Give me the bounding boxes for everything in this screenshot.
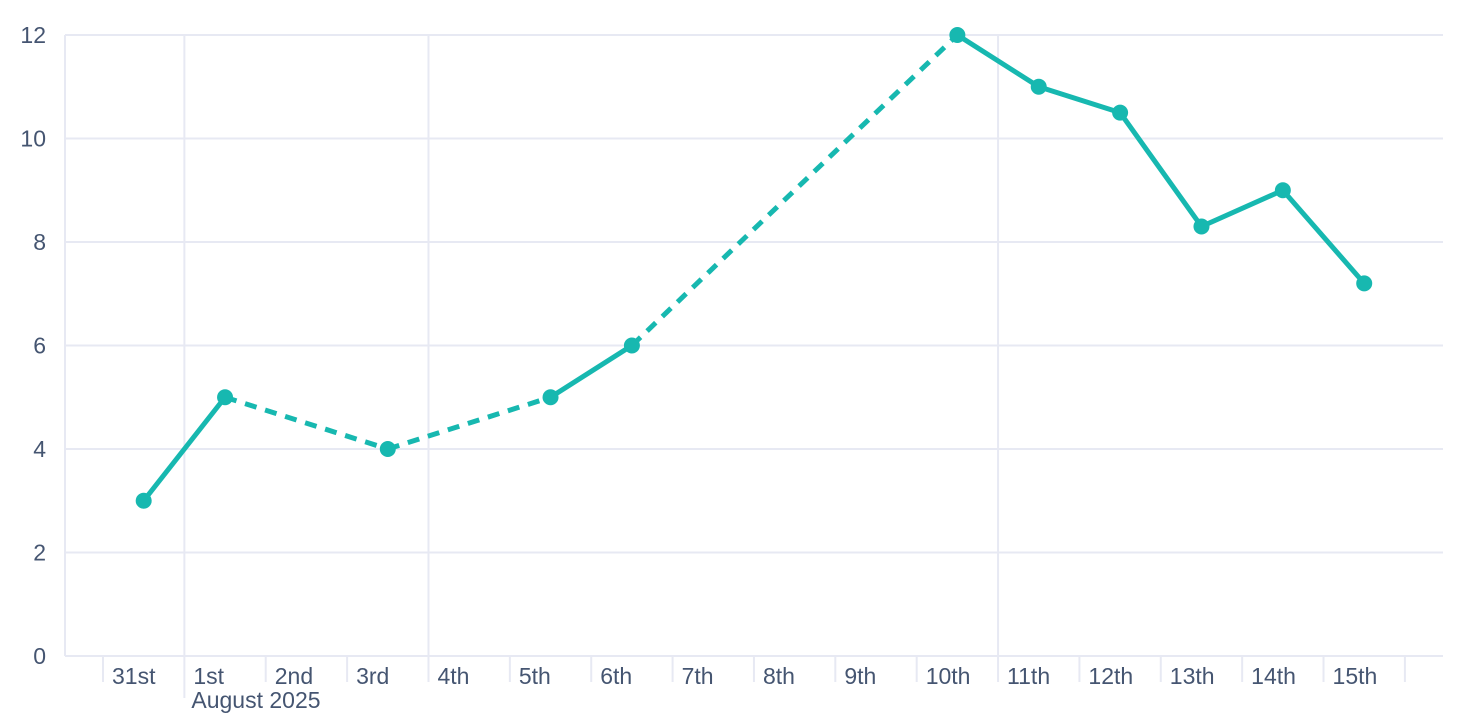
x-axis-tick-label: 12th	[1088, 663, 1133, 689]
data-point-marker[interactable]	[1193, 218, 1210, 235]
y-axis-tick-label: 12	[20, 22, 46, 48]
data-point-marker[interactable]	[1356, 275, 1373, 292]
x-axis-tick-label: 31st	[112, 663, 156, 689]
x-axis-tick-label: 4th	[437, 663, 469, 689]
x-axis-tick-label: 15th	[1333, 663, 1378, 689]
series-segment-dashed	[630, 33, 960, 348]
series-segment-dashed	[224, 394, 389, 452]
data-point-marker[interactable]	[379, 441, 396, 457]
x-axis-tick-label: 6th	[600, 663, 632, 689]
y-axis-tick-label: 2	[33, 540, 46, 566]
series-segment-solid	[548, 343, 635, 400]
data-point-marker[interactable]	[135, 492, 152, 509]
x-axis-month-label: August 2025	[191, 687, 320, 713]
x-axis-tick-label: 3rd	[356, 663, 389, 689]
y-axis-tick-label: 0	[33, 643, 46, 669]
series-segment-dashed	[387, 394, 552, 452]
x-axis-tick-label: 11th	[1007, 663, 1050, 689]
data-point-marker[interactable]	[217, 389, 234, 406]
x-axis-tick-label: 13th	[1170, 663, 1215, 689]
x-axis-tick-label: 8th	[763, 663, 795, 689]
y-axis-tick-label: 10	[20, 126, 46, 152]
x-axis-tick-label: 9th	[844, 663, 876, 689]
x-axis-tick-label: 7th	[682, 663, 714, 689]
data-point-marker[interactable]	[1030, 78, 1047, 95]
data-point-marker[interactable]	[623, 337, 640, 354]
x-axis-tick-label: 1st	[193, 663, 224, 689]
y-axis-tick-label: 8	[33, 229, 46, 255]
series-segment-solid	[1198, 187, 1286, 229]
data-point-marker[interactable]	[1112, 104, 1129, 121]
series-segment-solid	[1280, 187, 1367, 286]
series-segment-solid	[954, 32, 1042, 90]
data-point-marker[interactable]	[949, 27, 966, 43]
x-axis-tick-label: 2nd	[275, 663, 313, 689]
y-axis-tick-label: 6	[33, 333, 46, 359]
series-segment-solid	[141, 394, 228, 504]
x-axis-tick-label: 10th	[926, 663, 971, 689]
x-axis-tick-label: 5th	[519, 663, 551, 689]
y-axis-tick-label: 4	[33, 436, 46, 462]
series-segment-solid	[1117, 110, 1204, 229]
data-point-marker[interactable]	[542, 389, 559, 406]
x-axis-tick-label: 14th	[1251, 663, 1296, 689]
series-segment-solid	[1036, 84, 1123, 116]
data-point-marker[interactable]	[1274, 182, 1291, 199]
